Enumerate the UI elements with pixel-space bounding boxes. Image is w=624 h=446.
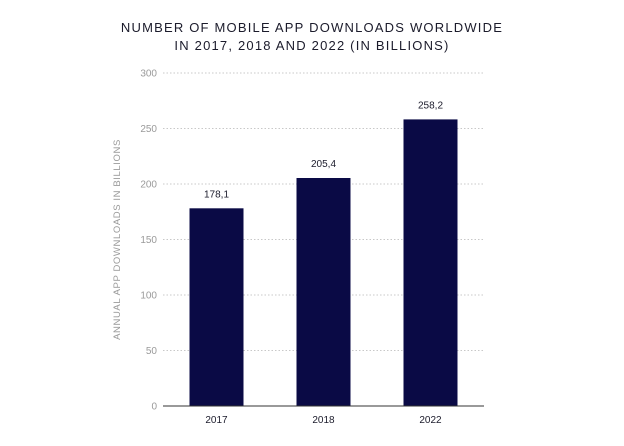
data-label-2017: 178,1 <box>204 189 229 200</box>
data-label-2018: 205,4 <box>311 159 336 170</box>
x-axis-ticks: 2017 2018 2022 <box>205 415 442 426</box>
y-tick-label: 250 <box>140 124 157 135</box>
data-label-2022: 258,2 <box>418 100 443 111</box>
y-axis-label: ANNUAL APP DOWNLOADS IN BILLIONS <box>112 139 123 340</box>
y-tick-label: 100 <box>140 291 157 302</box>
y-tick-label: 0 <box>151 402 157 413</box>
data-labels: 178,1 205,4 258,2 <box>204 100 443 200</box>
bars <box>189 119 458 406</box>
x-tick-label-2018: 2018 <box>312 415 335 426</box>
x-tick-label-2022: 2022 <box>419 415 442 426</box>
y-tick-label: 300 <box>140 69 157 80</box>
bar-2018 <box>296 178 351 406</box>
bar-2017 <box>189 208 244 406</box>
y-tick-label: 50 <box>146 346 158 357</box>
y-tick-label: 200 <box>140 180 157 191</box>
x-tick-label-2017: 2017 <box>205 415 228 426</box>
chart-title-line-2: IN 2017, 2018 AND 2022 (IN BILLIONS) <box>174 38 450 53</box>
chart-title-line-1: NUMBER OF MOBILE APP DOWNLOADS WORLDWIDE <box>120 20 504 35</box>
y-axis-ticks: 0 50 100 150 200 250 300 <box>140 69 157 413</box>
y-tick-label: 150 <box>140 235 157 246</box>
bar-2022 <box>403 119 458 406</box>
